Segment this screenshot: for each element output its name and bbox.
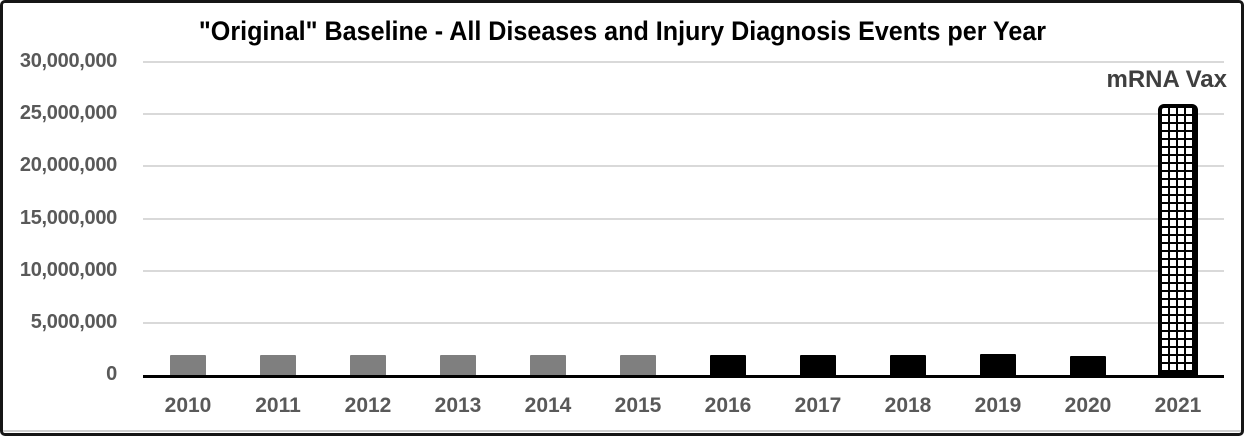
gridline-10000000 xyxy=(143,269,1224,272)
bar-2010 xyxy=(170,355,206,375)
bar-2021 xyxy=(1158,104,1198,375)
x-axis-tick-label-2015: 2015 xyxy=(614,394,662,417)
y-axis-tick-label: 5,000,000 xyxy=(30,310,118,333)
gridline-5000000 xyxy=(143,321,1224,324)
y-axis-tick-label: 20,000,000 xyxy=(19,154,117,177)
x-axis-tick-label-2010: 2010 xyxy=(164,394,212,417)
bar-2011 xyxy=(260,355,296,375)
x-axis-line xyxy=(143,375,1224,378)
bar-2019 xyxy=(980,354,1016,375)
x-axis-tick-label-2012: 2012 xyxy=(344,394,392,417)
x-axis-tick-label-2014: 2014 xyxy=(524,394,572,417)
gridline-25000000 xyxy=(143,113,1224,116)
x-axis-tick-label-2018: 2018 xyxy=(884,394,932,417)
y-axis-tick-label: 25,000,000 xyxy=(19,102,117,125)
y-axis-tick-label: 10,000,000 xyxy=(19,258,117,281)
bar-2015 xyxy=(620,355,656,375)
x-axis-tick-label-2021: 2021 xyxy=(1154,394,1202,417)
y-axis-tick-label: 30,000,000 xyxy=(19,50,117,72)
x-axis-tick-label-2013: 2013 xyxy=(434,394,482,417)
chart-title-text: "Original" Baseline - All Diseases and I… xyxy=(198,16,1046,46)
mrna-vax-annotation: mRNA Vax xyxy=(1106,66,1228,93)
bar-2016 xyxy=(710,355,746,375)
bar-2012 xyxy=(350,355,386,375)
x-axis-tick-label-2017: 2017 xyxy=(794,394,842,417)
y-axis-tick-label: 0 xyxy=(106,363,117,385)
bar-2017 xyxy=(800,355,836,375)
x-axis-tick-label-2020: 2020 xyxy=(1064,394,1112,417)
x-axis-tick-label-2016: 2016 xyxy=(704,394,752,417)
x-axis-tick-label-2011: 2011 xyxy=(255,394,301,417)
chart-title: "Original" Baseline - All Diseases and I… xyxy=(3,16,1241,47)
plot-area: 30,000,000 25,000,000 20,000,000 15,000,000… xyxy=(3,3,1241,433)
gridline-15000000 xyxy=(143,217,1224,220)
bar-2018 xyxy=(890,355,926,375)
chart-object-bottom-edge xyxy=(3,430,1241,432)
bar-2020 xyxy=(1070,356,1106,375)
y-axis-tick-label: 15,000,000 xyxy=(19,206,117,229)
gridline-30000000 xyxy=(143,61,1224,63)
bar-2013 xyxy=(440,355,476,375)
gridline-20000000 xyxy=(143,165,1224,168)
bar-2014 xyxy=(530,355,566,375)
x-axis-tick-label-2019: 2019 xyxy=(974,394,1022,417)
